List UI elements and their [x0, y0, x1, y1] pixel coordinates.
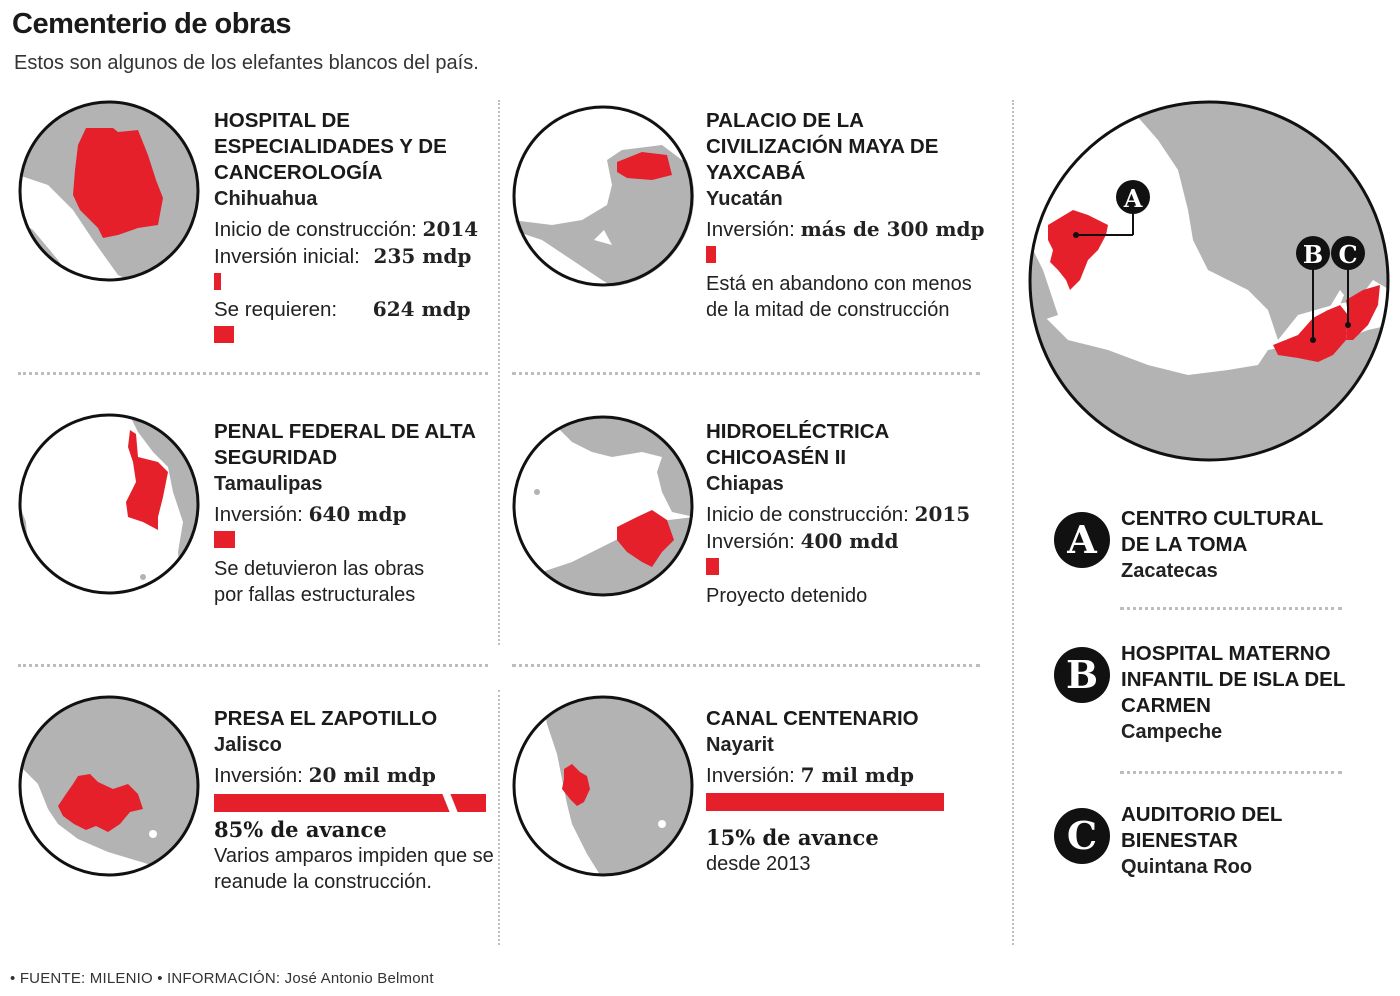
yucatan-region: [617, 152, 672, 180]
legend-badge: A: [1054, 512, 1110, 568]
investment-bar: [214, 531, 235, 548]
row-divider: [512, 372, 980, 375]
legend-item-b: B HOSPITAL MATERNO INFANTIL DE ISLA DEL …: [1054, 641, 1374, 761]
zacatecas-region: [1048, 210, 1108, 290]
project-state: Tamaulipas: [214, 473, 323, 495]
required-value: 624 mdp: [372, 297, 471, 321]
legend-state: Quintana Roo: [1121, 856, 1253, 878]
project-note: Está en abandono con menos de la mitad d…: [706, 273, 972, 321]
column-divider: [498, 100, 500, 645]
required-bar: [214, 326, 234, 343]
legend-badge: B: [1054, 647, 1110, 703]
map-marker-b: B: [1296, 236, 1330, 270]
project-note: desde 2013: [706, 853, 811, 875]
row-divider: [512, 664, 980, 667]
marker-letter: B: [1303, 240, 1323, 269]
start-label: Inicio de construcción:: [214, 218, 417, 241]
project-name: CANAL CENTENARIO: [706, 707, 919, 730]
tamaulipas-region: [126, 430, 168, 530]
investment-value: 20 mil mdp: [308, 763, 436, 787]
legend-item-c: C AUDITORIO DEL BIENESTAR Quintana Roo: [1054, 802, 1374, 892]
start-value: 2015: [914, 502, 971, 526]
investment-value: 640 mdp: [308, 502, 407, 526]
legend-name: AUDITORIO DEL BIENESTAR: [1121, 803, 1282, 852]
nayarit-region: [562, 764, 590, 806]
source-credit: • FUENTE: MILENIO • INFORMACIÓN: José An…: [10, 970, 434, 987]
legend-badge: C: [1054, 808, 1110, 864]
investment-value: 7 mil mdp: [800, 763, 914, 787]
investment-value: 400 mdd: [800, 529, 899, 553]
investment-label: Inversión:: [706, 530, 795, 553]
project-note: Se detuvieron las obras por fallas estru…: [214, 558, 425, 606]
legend-state: Campeche: [1121, 721, 1223, 743]
project-state: Yucatán: [706, 188, 783, 210]
map-tamaulipas: [18, 413, 200, 595]
campeche-region: [1273, 305, 1348, 362]
investment-label: Inversión inicial:: [214, 245, 360, 268]
jalisco-region: [58, 774, 143, 832]
legend-state: Zacatecas: [1121, 560, 1218, 582]
investment-label: Inversión:: [214, 503, 303, 526]
investment-bar: [214, 793, 486, 813]
legend-name: CENTRO CULTURAL DE LA TOMA: [1121, 507, 1323, 556]
project-name: PENAL FEDERAL DE ALTA SEGURIDAD: [214, 420, 476, 469]
chiapas-region: [617, 510, 674, 567]
marker-letter: A: [1123, 184, 1143, 213]
page-title: Cementerio de obras: [12, 8, 291, 40]
map-nayarit: [512, 695, 694, 877]
legend-divider: [1120, 771, 1342, 774]
investment-value: más de 300 mdp: [800, 217, 985, 241]
project-state: Nayarit: [706, 734, 774, 756]
column-divider: [498, 690, 500, 945]
investment-label: Inversión:: [706, 218, 795, 241]
project-name: PALACIO DE LA CIVILIZACIÓN MAYA DE YAXCA…: [706, 109, 939, 184]
project-note: Varios amparos impiden que se reanude la…: [214, 845, 494, 893]
map-marker-a: A: [1116, 180, 1150, 214]
page-subtitle: Estos son algunos de los elefantes blanc…: [14, 52, 479, 74]
project-note: Proyecto detenido: [706, 585, 868, 607]
investment-label: Inversión:: [706, 764, 795, 787]
project-name: HOSPITAL DE ESPECIALIDADES Y DE CANCEROL…: [214, 109, 447, 184]
row-divider: [18, 372, 488, 375]
map-mexico-overview: A B C: [1028, 100, 1390, 462]
chihuahua-region: [73, 128, 163, 238]
marker-letter: C: [1338, 240, 1357, 269]
project-state: Chihuahua: [214, 188, 318, 210]
map-yucatan: [512, 105, 694, 287]
map-chiapas: [512, 415, 694, 597]
project-state: Jalisco: [214, 734, 282, 756]
map-marker-c: C: [1331, 236, 1365, 270]
investment-value: 235 mdp: [373, 244, 472, 268]
progress-value: 15% de avance: [706, 825, 879, 850]
legend-item-a: A CENTRO CULTURAL DE LA TOMA Zacatecas: [1054, 506, 1374, 596]
investment-bar: [706, 246, 716, 263]
column-divider: [1012, 100, 1014, 945]
start-label: Inicio de construcción:: [706, 503, 909, 526]
map-jalisco: [18, 695, 200, 877]
legend-name: HOSPITAL MATERNO INFANTIL DE ISLA DEL CA…: [1121, 642, 1345, 717]
project-name: HIDROELÉCTRICA CHICOASÉN II: [706, 420, 889, 469]
map-chihuahua: [18, 100, 200, 282]
investment-bar: [706, 793, 944, 811]
quintana-roo-region: [1346, 285, 1380, 340]
project-state: Chiapas: [706, 473, 784, 495]
investment-label: Inversión:: [214, 764, 303, 787]
start-value: 2014: [422, 217, 479, 241]
investment-bar: [214, 273, 221, 290]
required-label: Se requieren:: [214, 298, 338, 321]
project-name: PRESA EL ZAPOTILLO: [214, 707, 438, 730]
investment-bar: [706, 558, 719, 575]
row-divider: [18, 664, 488, 667]
legend-divider: [1120, 607, 1342, 610]
progress-value: 85% de avance: [214, 817, 387, 842]
